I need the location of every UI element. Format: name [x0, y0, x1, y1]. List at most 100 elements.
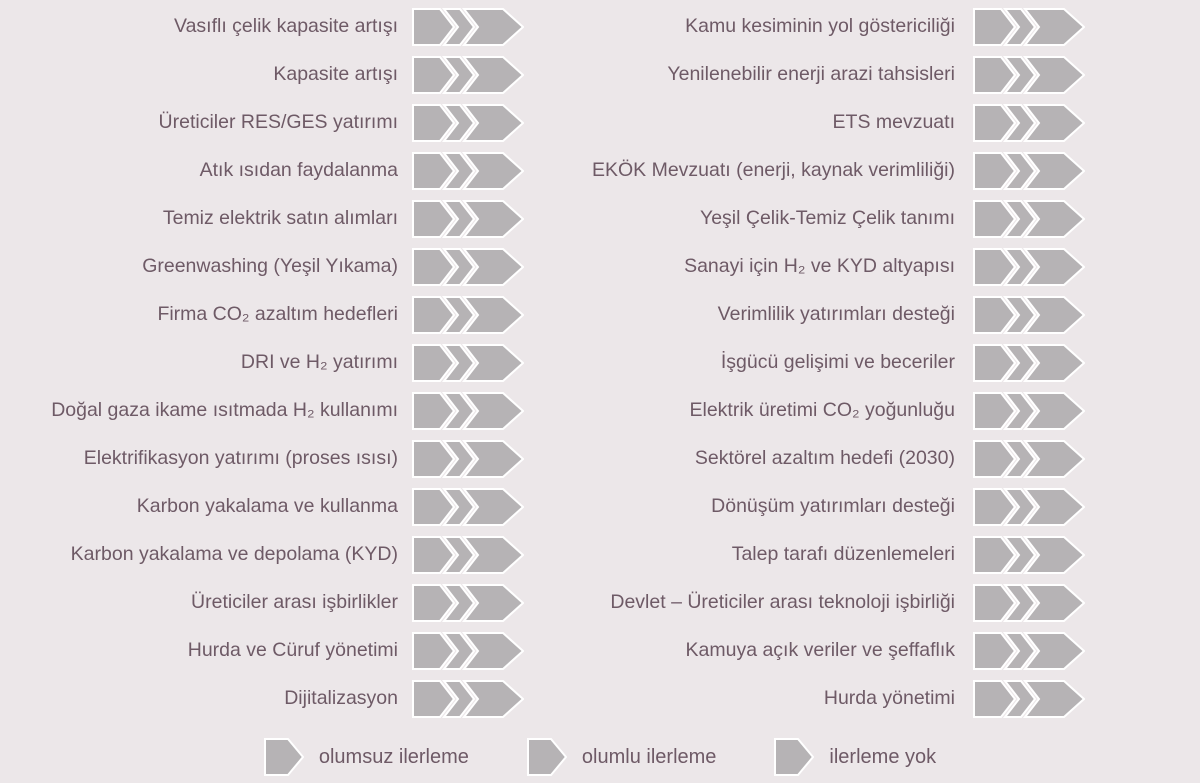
- progress-chevron-icon: [973, 56, 1085, 94]
- row-label: Hurda yönetimi: [823, 687, 955, 710]
- row-label: Firma CO₂ azaltım hedefleri: [157, 303, 398, 326]
- chevron-segment-3: [1022, 536, 1085, 574]
- chevron-segment-1: [973, 296, 1017, 334]
- legend-chevron-shape: [526, 738, 567, 776]
- chevron-segment-1: [412, 632, 456, 670]
- progress-chevron-icon: [973, 8, 1085, 46]
- progress-chevron-icon: [973, 104, 1085, 142]
- chevron-segment-2: [1002, 152, 1037, 190]
- chevron-segment-2: [441, 344, 476, 382]
- row-label: Yenilenebilir enerji arazi tahsisleri: [667, 63, 955, 86]
- chevron-segment-2: [441, 440, 476, 478]
- chevron-segment-1: [973, 104, 1017, 142]
- legend-label: olumsuz ilerleme: [318, 745, 469, 768]
- progress-chevron-icon: [412, 8, 524, 46]
- chevron-segment-1: [973, 536, 1017, 574]
- chevron-segment-2: [441, 536, 476, 574]
- progress-row: Elektrifikasyon yatırımı (proses ısısı) …: [0, 435, 1200, 483]
- row-label: Sektörel azaltım hedefi (2030): [694, 447, 955, 470]
- row-label: Kamu kesiminin yol göstericiliği: [685, 15, 955, 38]
- row-label: Atık ısıdan faydalanma: [199, 159, 398, 182]
- chevron-segment-3: [461, 56, 524, 94]
- chevron-segment-1: [412, 488, 456, 526]
- legend: olumsuz ilerleme olumlu ilerleme ilerlem…: [0, 738, 1200, 776]
- chevron-segment-3: [461, 104, 524, 142]
- chevron-segment-3: [461, 296, 524, 334]
- progress-chevron-icon: [412, 488, 524, 526]
- chevron-segment-3: [1022, 584, 1085, 622]
- progress-chevron-icon: [412, 392, 524, 430]
- chevron-segment-1: [973, 200, 1017, 238]
- chevron-segment-2: [441, 200, 476, 238]
- chevron-segment-1: [973, 344, 1017, 382]
- legend-item-positive: olumlu ilerleme: [526, 738, 717, 776]
- row-label: Yeşil Çelik-Temiz Çelik tanımı: [699, 207, 955, 230]
- progress-row: Vasıflı çelik kapasite artışı Kamu kesim…: [0, 3, 1200, 51]
- chevron-segment-1: [973, 680, 1017, 718]
- progress-chevron-icon: [973, 632, 1085, 670]
- legend-label: ilerleme yok: [829, 745, 937, 768]
- chevron-segment-1: [412, 344, 456, 382]
- row-label: Sanayi için H₂ ve KYD altyapısı: [684, 255, 955, 278]
- progress-row: Temiz elektrik satın alımları Yeşil Çeli…: [0, 195, 1200, 243]
- chevron-segment-2: [441, 104, 476, 142]
- progress-chevron-icon: [973, 152, 1085, 190]
- chevron-segment-1: [412, 392, 456, 430]
- chevron-segment-2: [441, 56, 476, 94]
- chevron-segment-1: [412, 200, 456, 238]
- progress-chevron-icon: [973, 488, 1085, 526]
- row-label: Dijitalizasyon: [284, 687, 398, 710]
- progress-row: Hurda ve Cüruf yönetimi Kamuya açık veri…: [0, 627, 1200, 675]
- legend-chevron-icon: [526, 738, 567, 776]
- chevron-segment-3: [1022, 680, 1085, 718]
- chevron-segment-1: [412, 584, 456, 622]
- progress-chevron-icon: [973, 392, 1085, 430]
- chevron-segment-2: [1002, 680, 1037, 718]
- chevron-segment-3: [1022, 440, 1085, 478]
- chevron-segment-3: [1022, 248, 1085, 286]
- row-label: Doğal gaza ikame ısıtmada H₂ kullanımı: [51, 399, 398, 422]
- row-label: İşgücü gelişimi ve beceriler: [720, 351, 955, 374]
- progress-chevron-icon: [412, 680, 524, 718]
- chevron-segment-1: [973, 440, 1017, 478]
- progress-chevron-icon: [412, 536, 524, 574]
- chevron-segment-2: [1002, 344, 1037, 382]
- chevron-segment-3: [461, 8, 524, 46]
- progress-row: Greenwashing (Yeşil Yıkama) Sanayi için …: [0, 243, 1200, 291]
- chevron-segment-2: [1002, 200, 1037, 238]
- chevron-segment-3: [461, 344, 524, 382]
- row-label: Temiz elektrik satın alımları: [162, 207, 398, 230]
- chevron-segment-2: [441, 392, 476, 430]
- progress-chevron-icon: [973, 440, 1085, 478]
- chevron-segment-1: [973, 248, 1017, 286]
- chevron-segment-2: [441, 248, 476, 286]
- chevron-segment-3: [1022, 488, 1085, 526]
- chevron-segment-1: [412, 440, 456, 478]
- chevron-segment-1: [412, 8, 456, 46]
- chevron-segment-2: [441, 152, 476, 190]
- progress-chevron-icon: [412, 344, 524, 382]
- progress-row: Üreticiler arası işbirlikler Devlet – Ür…: [0, 579, 1200, 627]
- chevron-segment-3: [1022, 104, 1085, 142]
- chevron-segment-2: [1002, 104, 1037, 142]
- chevron-segment-3: [461, 440, 524, 478]
- progress-chevron-icon: [973, 200, 1085, 238]
- chevron-segment-2: [441, 8, 476, 46]
- chevron-segment-3: [461, 488, 524, 526]
- chevron-segment-1: [412, 248, 456, 286]
- chevron-segment-3: [461, 200, 524, 238]
- legend-label: olumlu ilerleme: [581, 745, 717, 768]
- legend-item-none: ilerleme yok: [774, 738, 936, 776]
- chevron-segment-2: [441, 584, 476, 622]
- chevron-segment-1: [412, 680, 456, 718]
- row-label: Elektrik üretimi CO₂ yoğunluğu: [689, 399, 955, 422]
- row-label: Dönüşüm yatırımları desteği: [711, 495, 955, 518]
- chevron-segment-1: [412, 104, 456, 142]
- progress-chevron-icon: [412, 152, 524, 190]
- row-label: Kapasite artışı: [273, 63, 398, 86]
- legend-chevron-shape: [263, 738, 304, 776]
- legend-chevron-icon: [263, 738, 304, 776]
- chevron-segment-2: [441, 632, 476, 670]
- row-label: Talep tarafı düzenlemeleri: [731, 543, 955, 566]
